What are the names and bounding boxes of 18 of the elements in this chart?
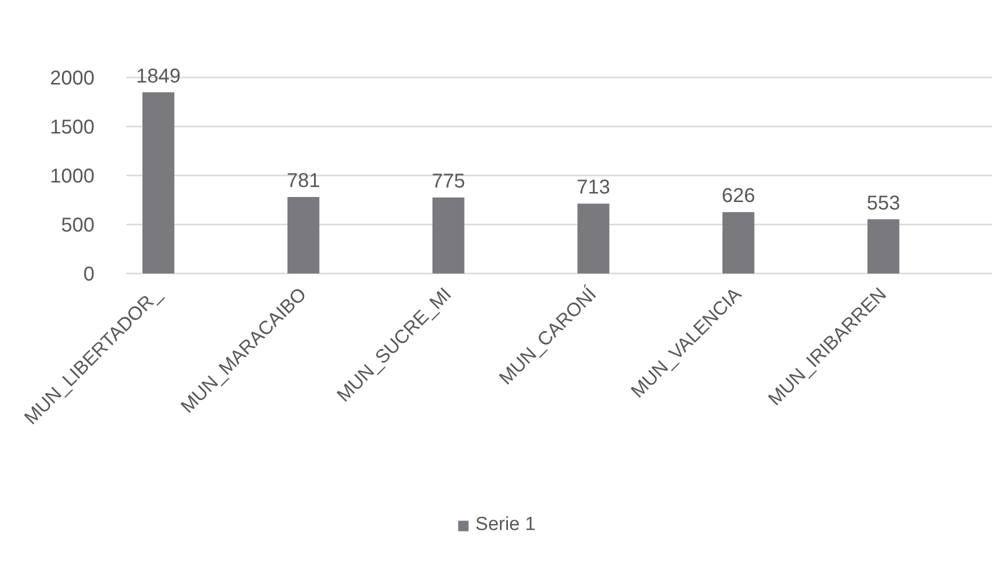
y-tick-label: 500 <box>61 214 95 236</box>
data-label: 713 <box>576 176 610 199</box>
bar <box>867 219 900 274</box>
bar <box>142 92 174 274</box>
y-tick-label: 2000 <box>50 68 95 90</box>
data-label: 1849 <box>136 65 181 88</box>
bar <box>432 198 464 274</box>
data-label: 781 <box>286 170 320 192</box>
bar <box>722 212 754 274</box>
y-tick-label: 0 <box>83 264 94 286</box>
y-tick-label: 1000 <box>50 166 95 188</box>
legend-label: Serie 1 <box>475 514 536 536</box>
data-label: 626 <box>722 185 756 208</box>
bar <box>577 204 610 274</box>
y-tick-label: 1500 <box>50 116 95 138</box>
data-label: 775 <box>432 170 466 193</box>
bar <box>287 196 320 274</box>
data-label: 553 <box>866 192 900 214</box>
